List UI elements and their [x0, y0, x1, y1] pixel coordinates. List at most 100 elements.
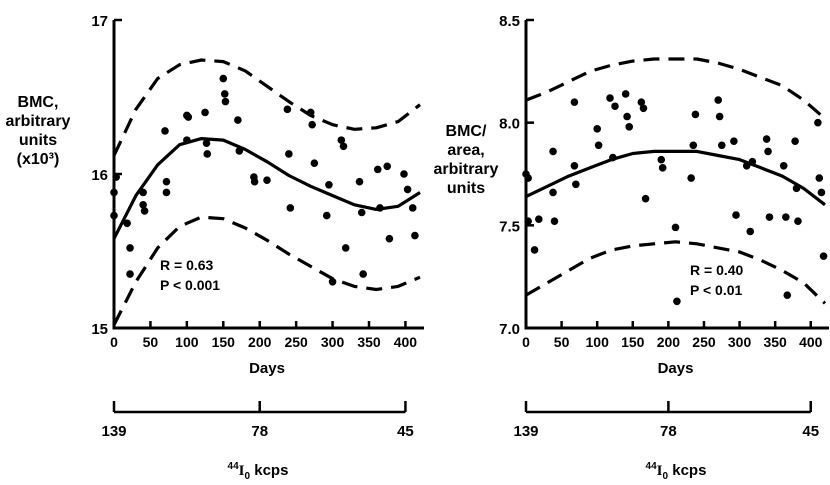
data-point [285, 150, 293, 158]
data-point [779, 161, 788, 170]
data-point [524, 217, 532, 226]
data-point [637, 98, 646, 106]
data-point [570, 161, 579, 170]
secondary-axis-tick-label: 45 [802, 423, 819, 440]
data-point [376, 204, 384, 212]
data-point [341, 244, 350, 252]
data-point [162, 188, 171, 197]
confidence-band-line [112, 215, 421, 326]
data-point [748, 157, 757, 166]
data-point [110, 211, 118, 220]
data-point [306, 108, 315, 117]
x-tick-label: 300 [321, 334, 345, 350]
data-point [286, 204, 295, 212]
secondary-axis-tick-label: 139 [101, 423, 126, 440]
stats-annotation: R = 0.40 [690, 262, 744, 278]
x-tick-label: 150 [621, 334, 645, 350]
data-point [328, 278, 337, 286]
secondary-axis-label-sup: 44 [228, 461, 240, 472]
data-point [283, 105, 292, 114]
x-tick-label: 50 [554, 334, 570, 350]
data-point [139, 188, 147, 197]
data-point [162, 177, 171, 186]
data-point [339, 142, 348, 151]
data-point [202, 139, 211, 147]
regression-line [112, 137, 421, 240]
confidence-band-line [525, 240, 827, 305]
data-point [764, 147, 772, 156]
data-point [765, 213, 774, 221]
data-point [355, 177, 364, 186]
data-point [337, 136, 346, 144]
data-point [746, 227, 755, 236]
y-tick-label: 15 [91, 321, 108, 338]
data-point [263, 176, 271, 184]
data-point [250, 177, 259, 186]
x-tick-label: 300 [728, 334, 752, 350]
data-point [621, 90, 630, 98]
y-axis-label-line: BMC, [18, 94, 59, 111]
data-point [606, 94, 614, 102]
data-point [717, 141, 726, 150]
y-axis-label-line: units [19, 132, 57, 149]
chart-panel-1: 15 16 17 0 50 100 150 200 250 300 350 400 Days BMC, ar… [6, 13, 424, 482]
data-point [221, 97, 230, 106]
y-axis-label-line: units [447, 180, 485, 197]
data-point [657, 155, 666, 164]
y-axis-label-line: arbitrary [434, 161, 499, 178]
y-tick-label: 8.5 [499, 13, 520, 30]
data-point [782, 213, 790, 221]
y-axis-label-line: area, [447, 142, 484, 159]
secondary-axis-label-sub: 0 [663, 471, 669, 482]
data-point [572, 180, 580, 189]
x-tick-label: 0 [522, 334, 530, 350]
data-point [783, 291, 792, 299]
x-tick-label: 350 [357, 334, 381, 350]
confidence-band-line [525, 57, 827, 120]
data-point [308, 120, 316, 129]
data-point [310, 159, 319, 168]
y-axis-label-line: (x10³) [17, 151, 60, 168]
x-axis-label: Days [249, 360, 285, 377]
secondary-axis-tick-label: 45 [397, 423, 414, 440]
data-point [641, 194, 650, 203]
data-point [689, 141, 698, 150]
data-point [658, 164, 667, 172]
data-point [383, 162, 392, 171]
x-tick-label: 50 [143, 334, 159, 350]
data-point [742, 161, 751, 170]
data-point [110, 188, 118, 197]
secondary-axis-tick-label: 78 [660, 423, 677, 440]
data-point [411, 231, 419, 240]
data-point [625, 122, 634, 131]
secondary-axis-label: 44I0 kcps [228, 461, 289, 482]
secondary-axis-label-main: I [239, 463, 245, 479]
data-point [403, 185, 412, 194]
secondary-axis-label-unit: kcps [250, 462, 288, 479]
data-point [524, 174, 532, 182]
data-point [691, 110, 700, 119]
data-point [639, 104, 648, 113]
data-point [762, 135, 771, 143]
y-tick-label: 16 [91, 167, 108, 184]
chart-panel-2: 7.0 7.5 8.0 8.5 0 50 100 150 200 250 300 350 400 Days… [434, 13, 829, 482]
data-point [594, 141, 603, 150]
y-axis-label: BMC, arbitrary units (x10³) [6, 94, 71, 168]
data-point [671, 223, 680, 232]
data-point [161, 127, 169, 135]
data-point [549, 188, 557, 197]
stats-annotation: P < 0.001 [160, 277, 220, 293]
x-tick-label: 100 [175, 334, 199, 350]
data-point [400, 170, 408, 178]
y-axis-label-line: BMC/ [446, 123, 487, 140]
data-point [126, 244, 134, 252]
data-point [139, 201, 147, 209]
data-point [792, 184, 801, 193]
data-point [234, 116, 242, 124]
data-point [549, 147, 557, 156]
data-point [794, 217, 802, 226]
data-point [550, 217, 559, 226]
data-point [730, 137, 738, 145]
data-point [322, 211, 331, 220]
